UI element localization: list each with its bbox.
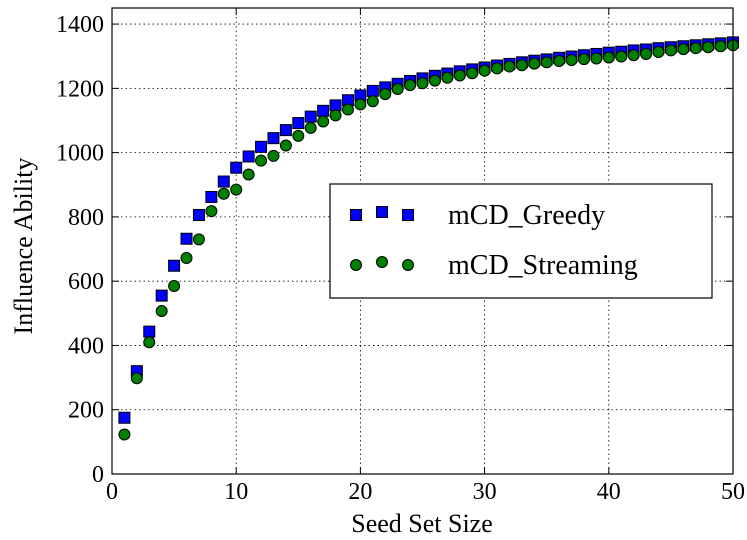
data-point-circle bbox=[466, 67, 479, 80]
x-tick-label: 50 bbox=[721, 479, 745, 505]
legend-label: mCD_Streaming bbox=[448, 250, 638, 281]
legend-entry-mCD_Streaming: mCD_Streaming bbox=[350, 250, 638, 281]
x-tick-label: 20 bbox=[348, 479, 372, 505]
data-point-circle bbox=[242, 168, 255, 181]
legend-marker bbox=[350, 259, 362, 271]
x-axis-label: Seed Set Size bbox=[351, 509, 493, 538]
data-point-circle bbox=[702, 41, 715, 54]
data-point-square bbox=[168, 259, 181, 272]
data-point-circle bbox=[565, 54, 578, 67]
data-point-circle bbox=[577, 53, 590, 66]
data-point-circle bbox=[143, 336, 156, 349]
data-point-square bbox=[304, 110, 317, 123]
data-point-circle bbox=[416, 77, 429, 90]
data-point-square bbox=[205, 190, 218, 203]
legend-box bbox=[329, 183, 713, 299]
data-point-circle bbox=[428, 74, 441, 87]
data-point-square bbox=[366, 84, 379, 97]
data-point-circle bbox=[478, 64, 491, 77]
y-tick-label: 400 bbox=[68, 333, 104, 359]
data-point-circle bbox=[590, 52, 603, 65]
data-point-circle bbox=[267, 149, 280, 162]
data-point-circle bbox=[664, 44, 677, 57]
data-point-square bbox=[267, 132, 280, 145]
data-point-circle bbox=[155, 305, 168, 318]
data-point-square bbox=[279, 124, 292, 137]
data-point-square bbox=[317, 104, 330, 117]
data-point-square bbox=[143, 325, 156, 338]
data-point-circle bbox=[689, 42, 702, 55]
data-point-circle bbox=[553, 55, 566, 68]
data-point-circle bbox=[230, 183, 243, 196]
data-point-circle bbox=[652, 46, 665, 59]
data-point-circle bbox=[180, 252, 193, 265]
y-tick-label: 200 bbox=[68, 398, 104, 424]
legend-marker bbox=[376, 206, 388, 218]
data-point-circle bbox=[515, 59, 528, 72]
data-point-circle bbox=[441, 71, 454, 84]
data-point-circle bbox=[205, 205, 218, 218]
data-point-circle bbox=[677, 43, 690, 56]
data-point-square bbox=[180, 232, 193, 245]
data-point-circle bbox=[279, 139, 292, 152]
data-point-circle bbox=[217, 187, 230, 200]
data-point-circle bbox=[379, 88, 392, 101]
data-point-circle bbox=[329, 109, 342, 122]
data-point-square bbox=[329, 99, 342, 112]
data-point-circle bbox=[391, 82, 404, 95]
data-point-square bbox=[155, 289, 168, 302]
data-point-square bbox=[217, 175, 230, 188]
data-point-circle bbox=[540, 56, 553, 69]
data-point-circle bbox=[627, 49, 640, 62]
data-point-square bbox=[230, 161, 243, 174]
data-point-circle bbox=[354, 98, 367, 111]
legend-marker bbox=[350, 209, 362, 221]
x-tick-label: 40 bbox=[597, 479, 621, 505]
data-point-circle bbox=[366, 95, 379, 108]
legend-label: mCD_Greedy bbox=[448, 200, 605, 231]
data-point-circle bbox=[341, 103, 354, 116]
data-point-circle bbox=[615, 50, 628, 63]
data-point-circle bbox=[130, 372, 143, 385]
x-tick-label: 10 bbox=[224, 479, 248, 505]
data-point-circle bbox=[528, 57, 541, 70]
data-point-circle bbox=[453, 69, 466, 82]
y-tick-label: 0 bbox=[92, 462, 104, 488]
y-tick-label: 600 bbox=[68, 269, 104, 295]
data-point-circle bbox=[304, 121, 317, 134]
y-tick-label: 1400 bbox=[56, 12, 104, 38]
data-point-circle bbox=[640, 47, 653, 60]
data-point-circle bbox=[714, 40, 727, 53]
y-axis-label: Influence Ability bbox=[9, 158, 38, 335]
data-point-square bbox=[192, 208, 205, 221]
data-point-circle bbox=[168, 279, 181, 292]
x-tick-label: 30 bbox=[473, 479, 497, 505]
data-point-circle bbox=[292, 129, 305, 142]
legend-entry-mCD_Greedy: mCD_Greedy bbox=[350, 200, 605, 231]
data-point-square bbox=[255, 140, 268, 153]
y-tick-label: 1200 bbox=[56, 76, 104, 102]
data-point-circle bbox=[192, 233, 205, 246]
data-point-circle bbox=[118, 428, 131, 441]
y-tick-label: 800 bbox=[68, 205, 104, 231]
data-point-circle bbox=[317, 115, 330, 128]
plot-frame bbox=[111, 7, 734, 475]
y-tick-label: 1000 bbox=[56, 141, 104, 167]
data-point-circle bbox=[491, 62, 504, 75]
data-point-square bbox=[292, 117, 305, 130]
data-point-square bbox=[118, 411, 131, 424]
data-point-square bbox=[242, 150, 255, 163]
data-point-circle bbox=[404, 79, 417, 92]
x-tick-label: 0 bbox=[106, 479, 118, 505]
data-point-circle bbox=[602, 51, 615, 64]
legend-marker bbox=[376, 256, 388, 268]
legend: mCD_Greedy mCD_Streaming bbox=[329, 183, 713, 299]
legend-marker bbox=[402, 259, 414, 271]
data-point-circle bbox=[255, 154, 268, 167]
legend-marker bbox=[402, 209, 414, 221]
data-point-circle bbox=[503, 60, 516, 73]
